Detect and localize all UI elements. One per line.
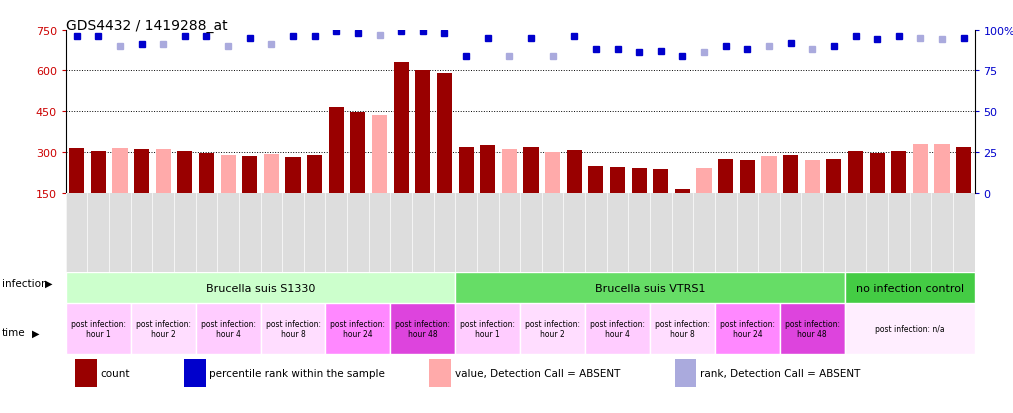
Text: no infection control: no infection control	[856, 283, 963, 293]
Bar	[631, 169, 646, 193]
Bar	[545, 152, 560, 193]
Text: Brucella suis VTRS1: Brucella suis VTRS1	[595, 283, 705, 293]
Bar	[934, 145, 949, 193]
Bar	[521, 303, 586, 354]
Bar	[325, 303, 390, 354]
Bar	[196, 303, 260, 354]
Bar	[394, 62, 409, 193]
Bar	[350, 113, 366, 193]
Text: post infection:
hour 8: post infection: hour 8	[265, 319, 320, 338]
Bar	[455, 273, 845, 303]
Bar	[112, 149, 128, 193]
Bar	[762, 157, 777, 193]
Text: percentile rank within the sample: percentile rank within the sample	[210, 368, 385, 378]
Text: post infection: n/a: post infection: n/a	[875, 324, 944, 333]
Text: post infection:
hour 4: post infection: hour 4	[201, 319, 255, 338]
Bar	[459, 148, 474, 193]
Bar	[845, 303, 975, 354]
Bar	[827, 159, 842, 193]
Bar	[75, 359, 96, 387]
Bar	[415, 71, 431, 193]
Bar	[66, 303, 131, 354]
Bar	[650, 303, 715, 354]
Bar	[804, 161, 820, 193]
Bar	[134, 150, 149, 193]
Bar	[653, 169, 669, 193]
Text: ▶: ▶	[45, 278, 52, 288]
Bar	[697, 169, 712, 193]
Text: post infection:
hour 24: post infection: hour 24	[330, 319, 385, 338]
Bar	[869, 154, 884, 193]
Bar	[242, 157, 257, 193]
Bar	[66, 273, 455, 303]
Bar	[848, 151, 863, 193]
Text: post infection:
hour 4: post infection: hour 4	[590, 319, 645, 338]
Text: post infection:
hour 1: post infection: hour 1	[460, 319, 516, 338]
Bar	[956, 147, 971, 193]
Text: ▶: ▶	[32, 328, 40, 337]
Bar	[783, 155, 798, 193]
Text: infection: infection	[2, 278, 48, 288]
Bar	[718, 159, 733, 193]
Text: count: count	[100, 368, 130, 378]
Bar	[69, 149, 84, 193]
Text: value, Detection Call = ABSENT: value, Detection Call = ABSENT	[455, 368, 620, 378]
Bar	[437, 74, 452, 193]
Bar	[739, 161, 755, 193]
Bar	[780, 303, 845, 354]
Bar	[91, 151, 106, 193]
Bar	[891, 151, 907, 193]
Bar	[845, 273, 975, 303]
Bar	[675, 189, 690, 193]
Bar	[286, 158, 301, 193]
Bar	[455, 303, 521, 354]
Text: post infection:
hour 2: post infection: hour 2	[136, 319, 190, 338]
Bar	[610, 168, 625, 193]
Bar	[586, 303, 650, 354]
Bar	[156, 150, 171, 193]
Bar	[221, 155, 236, 193]
Bar	[589, 167, 604, 193]
Text: rank, Detection Call = ABSENT: rank, Detection Call = ABSENT	[700, 368, 860, 378]
Bar	[480, 146, 495, 193]
Bar	[390, 303, 455, 354]
Bar	[372, 115, 387, 193]
Text: Brucella suis S1330: Brucella suis S1330	[206, 283, 315, 293]
Bar	[263, 155, 279, 193]
Bar	[715, 303, 780, 354]
Text: GDS4432 / 1419288_at: GDS4432 / 1419288_at	[66, 19, 228, 33]
Bar	[328, 108, 343, 193]
Bar	[501, 150, 517, 193]
Bar	[566, 150, 581, 193]
Bar	[675, 359, 697, 387]
Text: post infection:
hour 1: post infection: hour 1	[71, 319, 126, 338]
Text: post infection:
hour 48: post infection: hour 48	[785, 319, 840, 338]
Bar	[430, 359, 451, 387]
Bar	[131, 303, 196, 354]
Text: post infection:
hour 8: post infection: hour 8	[655, 319, 710, 338]
Bar	[184, 359, 206, 387]
Bar	[307, 155, 322, 193]
Text: post infection:
hour 24: post infection: hour 24	[720, 319, 775, 338]
Bar	[524, 148, 539, 193]
Text: time: time	[2, 328, 25, 337]
Text: post infection:
hour 48: post infection: hour 48	[395, 319, 451, 338]
Text: post infection:
hour 2: post infection: hour 2	[525, 319, 580, 338]
Bar	[913, 145, 928, 193]
Bar	[260, 303, 325, 354]
Bar	[199, 153, 214, 193]
Bar	[177, 151, 192, 193]
